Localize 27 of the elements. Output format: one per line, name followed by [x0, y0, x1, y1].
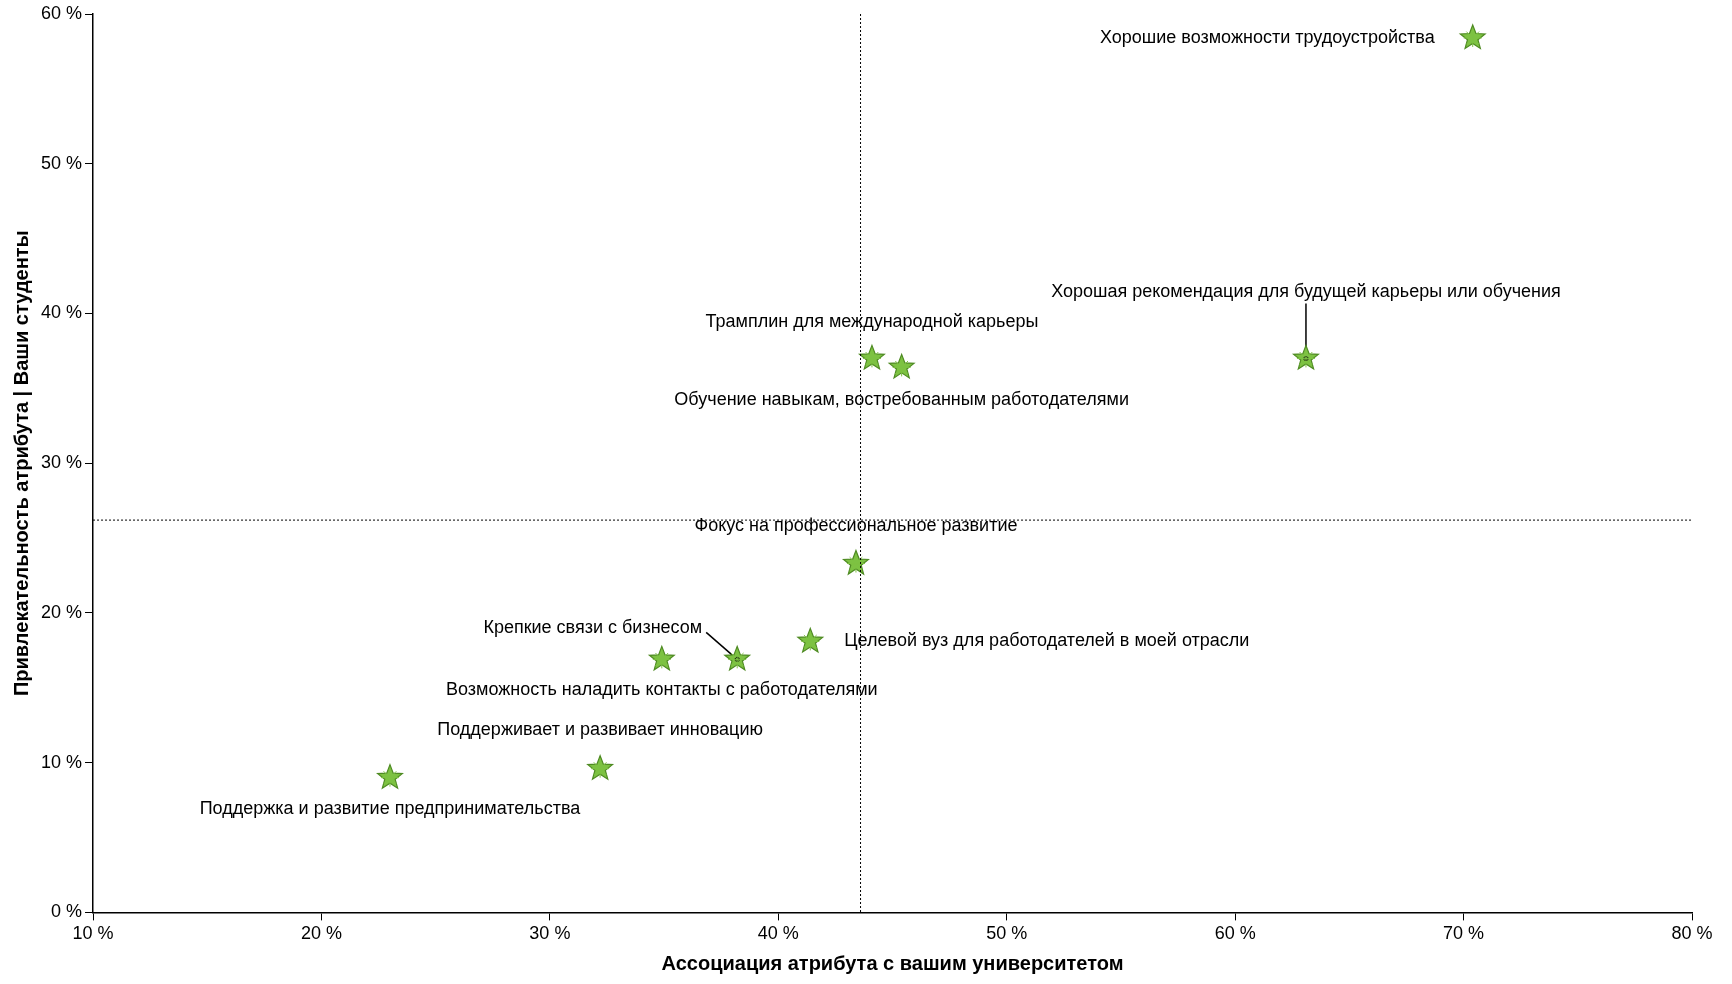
y-tick-label: 30 %	[41, 452, 83, 473]
annotation: Возможность наладить контакты с работодателями	[445, 679, 878, 700]
annotation: Фокус на профессиональное развитие	[694, 515, 1018, 536]
y-tick-label: 20 %	[41, 601, 83, 622]
y-tick-label: 60 %	[41, 2, 83, 23]
x-tick-label: 20 %	[300, 923, 342, 944]
x-tick-label: 10 %	[72, 923, 114, 944]
x-tick-label: 80 %	[1671, 923, 1713, 944]
annotation: Хорошие возможности трудоустройства	[1099, 26, 1436, 47]
y-tick-label: 40 %	[41, 302, 83, 323]
x-axis-title: Ассоциация атрибута с вашим университетом	[661, 951, 1124, 974]
x-tick-label: 60 %	[1214, 923, 1256, 944]
y-axis-title: Привлекательность атрибута | Ваши студенты	[9, 230, 32, 697]
annotation: Целевой вуз для работодателей в моей отрасли	[844, 630, 1250, 651]
annotation: Обучение навыкам, востребованным работодателями	[674, 389, 1129, 410]
annotation: Поддержка и развитие предпринимательства	[199, 797, 582, 818]
annotation: Хорошая рекомендация для будущей карьеры или обучения	[1051, 281, 1561, 302]
y-tick-label: 0 %	[51, 901, 83, 922]
x-tick-label: 70 %	[1443, 923, 1485, 944]
annotation: Трамплин для международной карьеры	[705, 311, 1039, 332]
x-tick-label: 30 %	[529, 923, 571, 944]
annotation: Поддерживает и развивает инновацию	[437, 718, 763, 739]
y-tick-label: 50 %	[41, 152, 83, 173]
y-tick-label: 10 %	[41, 751, 83, 772]
annotation: Крепкие связи с бизнесом	[483, 617, 703, 638]
x-tick-label: 40 %	[757, 923, 799, 944]
x-tick-label: 50 %	[986, 923, 1028, 944]
